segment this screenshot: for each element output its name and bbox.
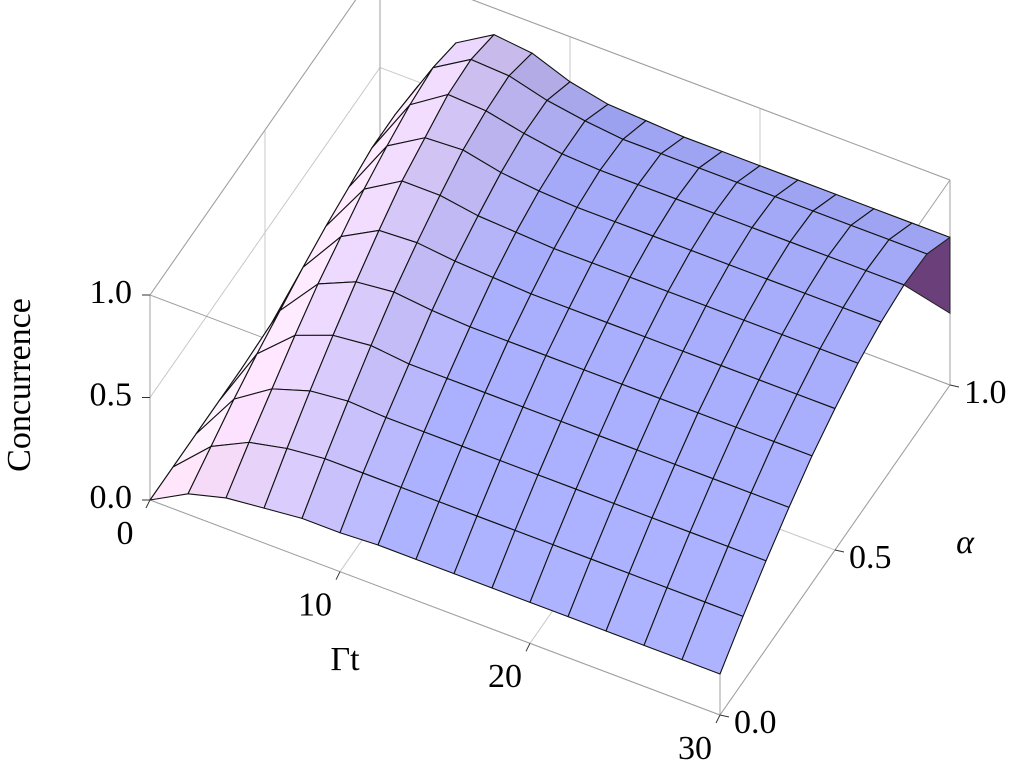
y-tick-label: 1.0 xyxy=(964,374,1007,411)
x-tick-label: 0 xyxy=(117,515,134,552)
x-tick xyxy=(335,571,341,580)
z-tick-label: 0.5 xyxy=(90,376,133,413)
x-tick-label: 20 xyxy=(488,658,522,695)
x-axis-label: Γt xyxy=(330,641,360,678)
surface-underside xyxy=(903,236,951,315)
box-edge xyxy=(149,0,357,296)
y-tick xyxy=(719,714,730,718)
x-tick xyxy=(715,714,721,724)
x-tick xyxy=(525,643,531,652)
x-tick-label: 10 xyxy=(298,586,332,623)
y-axis-label: α xyxy=(956,524,975,561)
y-tick-label: 0.0 xyxy=(734,704,777,741)
surface xyxy=(149,34,951,675)
box-edge xyxy=(149,499,721,716)
x-tick xyxy=(145,499,151,509)
z-axis-label: Concurrence xyxy=(1,298,38,472)
box-edge xyxy=(471,0,951,181)
y-tick xyxy=(949,384,960,388)
labels: Γt α Concurrence 0 10 20 30 0.0 0.5 1.0 0.0 0.5 1… xyxy=(1,274,1007,767)
y-tick xyxy=(834,549,845,553)
surface-cell xyxy=(681,601,744,675)
z-tick-label: 0.0 xyxy=(90,479,133,516)
y-tick-label: 0.5 xyxy=(849,539,892,576)
grid-line xyxy=(149,67,381,398)
z-tick-label: 1.0 xyxy=(90,274,133,311)
x-tick-label: 30 xyxy=(678,730,712,767)
